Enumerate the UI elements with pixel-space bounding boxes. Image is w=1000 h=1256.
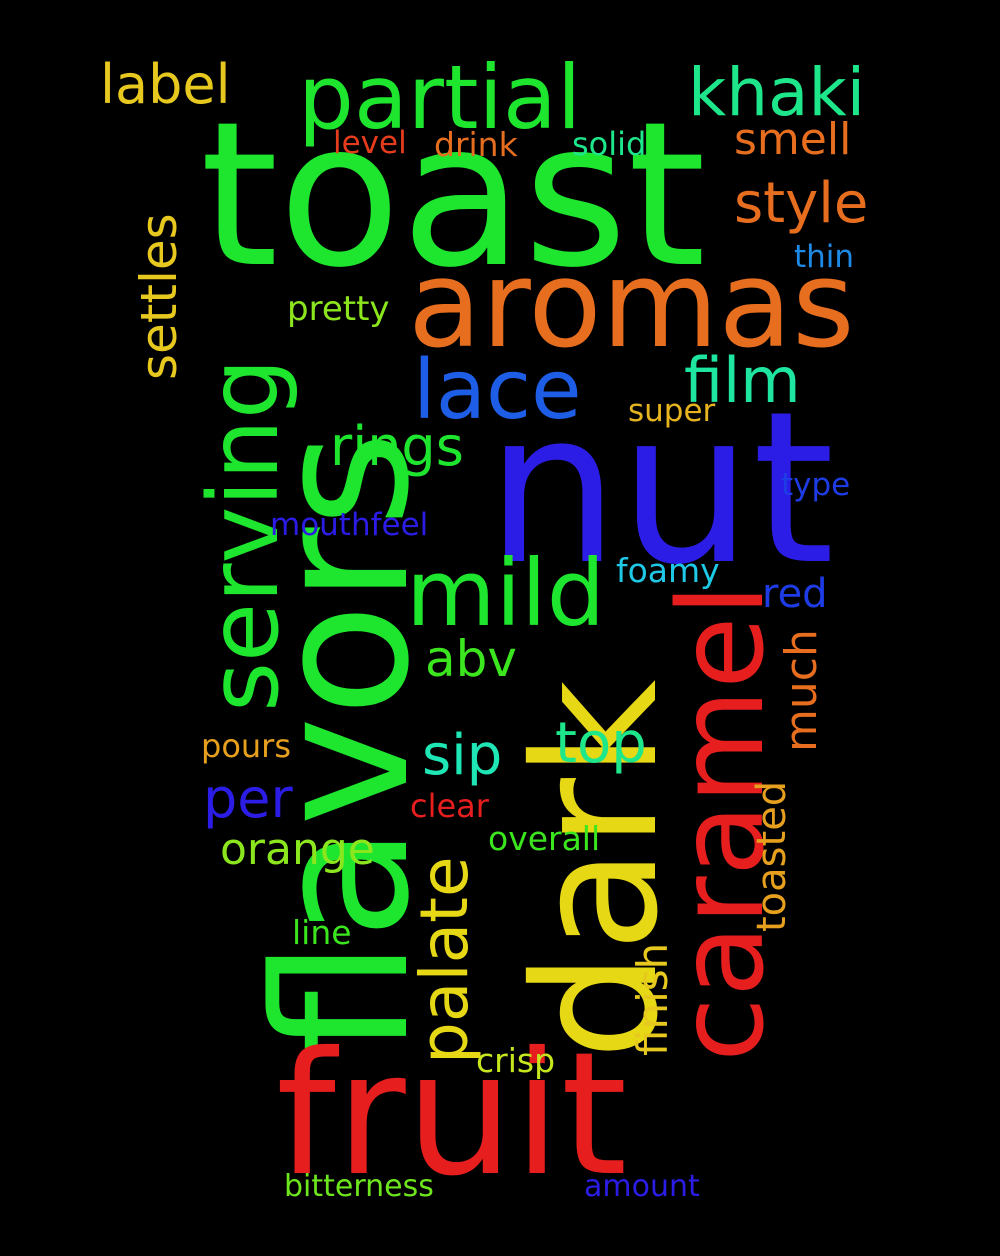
word-pretty: pretty: [287, 289, 390, 329]
word-red: red: [762, 571, 828, 617]
word-fruit: fruit: [276, 1016, 628, 1214]
word-film: film: [684, 344, 801, 417]
word-much: much: [776, 629, 827, 752]
word-toast: toast: [200, 79, 706, 312]
word-khaki: khaki: [688, 54, 866, 131]
word-amount: amount: [584, 1169, 700, 1204]
word-solid: solid: [572, 125, 647, 163]
word-level: level: [333, 125, 407, 161]
word-clear: clear: [410, 787, 489, 825]
word-style: style: [734, 171, 869, 236]
word-mild: mild: [406, 540, 606, 647]
word-aromas: aromas: [408, 236, 855, 375]
word-pours: pours: [201, 727, 291, 765]
word-finish: finish: [628, 942, 677, 1056]
word-super: super: [628, 393, 716, 429]
word-abv: abv: [425, 630, 517, 688]
word-bitterness: bitterness: [284, 1169, 434, 1204]
word-line: line: [292, 913, 352, 952]
word-drink: drink: [434, 125, 518, 164]
word-palate: palate: [406, 856, 483, 1064]
word-lace: lace: [413, 343, 582, 438]
word-type: type: [781, 467, 851, 503]
word-sip: sip: [422, 723, 503, 788]
word-partial: partial: [298, 46, 582, 149]
word-crisp: crisp: [476, 1041, 556, 1080]
word-rings: rings: [330, 415, 464, 478]
word-per: per: [203, 767, 293, 830]
word-overall: overall: [488, 819, 601, 858]
word-orange: orange: [220, 824, 375, 875]
word-mouthfeel: mouthfeel: [270, 507, 429, 543]
word-top: top: [555, 711, 647, 776]
word-thin: thin: [794, 239, 855, 275]
word-toasted: toasted: [749, 780, 795, 932]
word-settles: settles: [130, 213, 188, 380]
word-label: label: [100, 53, 231, 116]
word-nut: nut: [486, 366, 835, 611]
word-foamy: foamy: [616, 551, 720, 590]
word-smell: smell: [734, 114, 852, 165]
